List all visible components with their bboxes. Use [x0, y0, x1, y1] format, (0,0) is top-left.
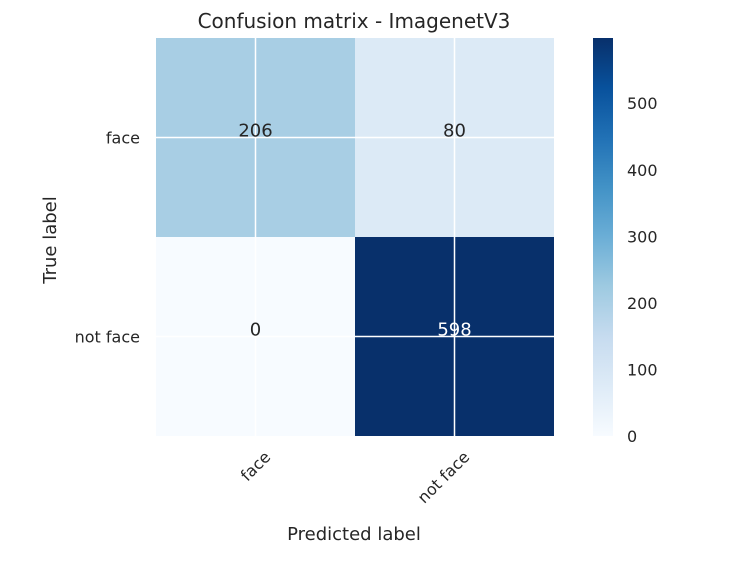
- heatmap-cells: [156, 38, 554, 436]
- colorbar-tick-label: 300: [627, 227, 658, 246]
- colorbar-tick-label: 0: [627, 427, 637, 446]
- cell-value-labels: 206 80 0 598: [238, 121, 471, 341]
- y-tick-labels: face not face: [75, 129, 140, 347]
- colorbar-tick-label: 500: [627, 94, 658, 113]
- y-tick-label: face: [106, 129, 140, 148]
- colorbar-ticks: 0 100 200 300 400 500: [627, 94, 658, 446]
- colorbar-tick-label: 100: [627, 360, 658, 379]
- colorbar-tick-label: 400: [627, 161, 658, 180]
- x-tick-labels: face not face: [237, 447, 474, 507]
- colorbar: [593, 38, 613, 436]
- cell-value-label: 598: [437, 320, 471, 341]
- cell-value-label: 80: [443, 121, 466, 142]
- chart-title: Confusion matrix - ImagenetV3: [198, 9, 511, 33]
- x-tick-label: not face: [414, 447, 474, 507]
- y-axis-label: True label: [40, 196, 61, 285]
- x-axis-label: Predicted label: [287, 524, 421, 545]
- cell-value-label: 206: [238, 121, 272, 142]
- colorbar-tick-label: 200: [627, 294, 658, 313]
- y-tick-label: not face: [75, 328, 140, 347]
- cell-value-label: 0: [250, 320, 261, 341]
- grid-lines: [156, 38, 554, 436]
- x-tick-label: face: [237, 447, 275, 485]
